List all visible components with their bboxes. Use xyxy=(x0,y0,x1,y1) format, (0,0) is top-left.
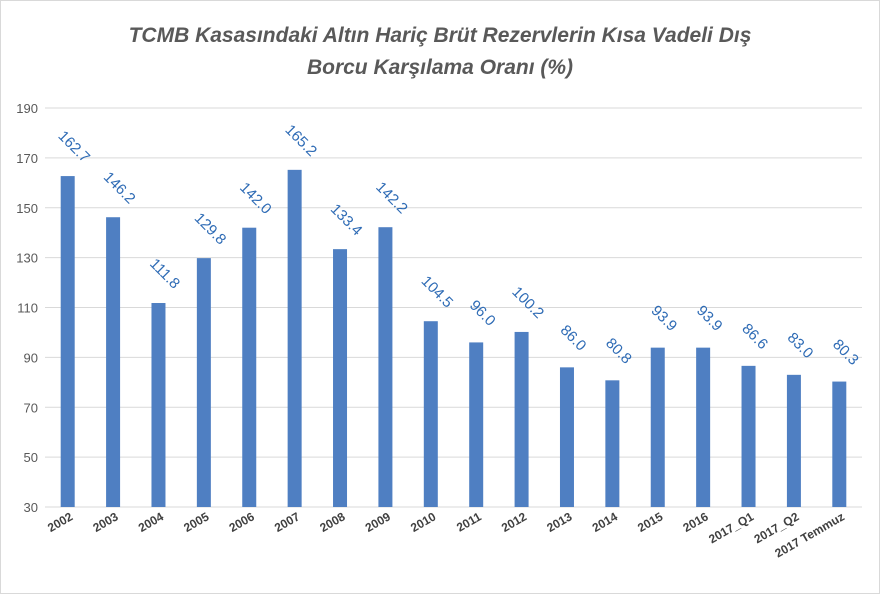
bar xyxy=(287,169,302,507)
bar xyxy=(106,217,121,507)
bar xyxy=(605,380,620,507)
y-tick-label: 50 xyxy=(24,450,38,465)
y-tick-label: 90 xyxy=(24,350,38,365)
bar xyxy=(469,342,484,507)
data-label: 86.0 xyxy=(557,322,590,355)
x-tick-label: 2016 xyxy=(681,509,711,535)
bar xyxy=(242,227,257,507)
x-tick-label: 2008 xyxy=(317,509,347,535)
gridlines xyxy=(45,107,862,508)
bar xyxy=(832,381,847,507)
bar xyxy=(514,331,529,507)
y-tick-label: 30 xyxy=(24,500,38,515)
chart-title-line-1: TCMB Kasasındaki Altın Hariç Brüt Rezerv… xyxy=(128,24,752,47)
data-label: 80.8 xyxy=(602,335,635,368)
data-label: 133.4 xyxy=(327,201,366,240)
x-tick-label: 2013 xyxy=(544,509,574,535)
bar xyxy=(741,365,756,507)
x-axis-ticks: 2002 2003 2004 2005 2006 2007 2008 2009 2010 2011… xyxy=(45,509,847,560)
x-tick-label: 2004 xyxy=(136,509,166,535)
x-tick-label: 2014 xyxy=(590,509,620,535)
x-tick-label: 2006 xyxy=(227,509,257,535)
bars xyxy=(60,169,847,508)
y-axis-ticks: 30 50 70 90 110 130 150 170 190 xyxy=(16,101,38,515)
bar xyxy=(333,249,348,508)
x-tick-label: 2002 xyxy=(45,509,75,535)
y-tick-label: 110 xyxy=(17,301,38,316)
chart-title: TCMB Kasasındaki Altın Hariç Brüt Rezerv… xyxy=(0,20,880,84)
data-label: 129.8 xyxy=(191,210,230,249)
x-tick-label: 2017_Q1 xyxy=(706,509,756,546)
x-tick-label: 2015 xyxy=(635,509,665,535)
x-tick-label: 2011 xyxy=(454,509,484,534)
data-label: 142.0 xyxy=(236,179,275,218)
bar xyxy=(60,176,75,507)
data-label: 162.7 xyxy=(55,128,94,167)
bar xyxy=(786,374,801,507)
bar xyxy=(196,258,211,507)
data-label: 80.3 xyxy=(829,336,862,369)
x-tick-label: 2012 xyxy=(499,509,529,535)
bar xyxy=(378,227,393,508)
bar xyxy=(151,303,166,507)
y-tick-label: 130 xyxy=(16,251,38,266)
data-label: 96.0 xyxy=(466,297,499,330)
data-label: 142.2 xyxy=(372,179,411,218)
y-tick-label: 150 xyxy=(16,201,38,216)
data-label: 165.2 xyxy=(282,121,321,160)
data-label: 86.6 xyxy=(738,320,771,353)
bar xyxy=(696,347,711,507)
y-tick-label: 70 xyxy=(24,400,38,415)
data-label: 146.2 xyxy=(100,169,139,208)
bar xyxy=(423,321,438,507)
x-tick-label: 2005 xyxy=(181,509,211,535)
x-tick-label: 2003 xyxy=(90,509,120,535)
data-label: 104.5 xyxy=(418,273,457,312)
y-tick-label: 170 xyxy=(16,151,38,166)
data-label: 100.2 xyxy=(508,283,547,322)
x-tick-label: 2009 xyxy=(363,509,393,535)
bar xyxy=(559,367,574,507)
data-label: 111.8 xyxy=(146,255,183,292)
y-tick-label: 190 xyxy=(16,101,38,116)
chart-title-line-2: Borcu Karşılama Oranı (%) xyxy=(306,56,574,79)
bar xyxy=(650,347,665,507)
x-tick-label: 2010 xyxy=(408,509,438,535)
x-tick-label: 2007 xyxy=(272,509,302,535)
